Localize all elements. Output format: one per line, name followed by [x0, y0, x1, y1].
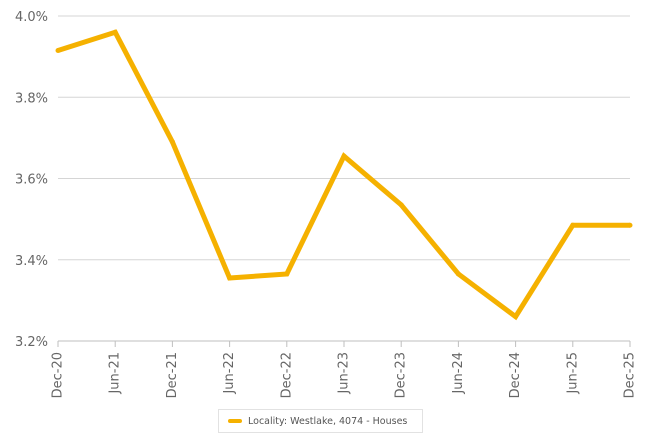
data-point[interactable] [455, 271, 461, 277]
y-tick-label: 3.8% [15, 91, 48, 106]
data-point[interactable] [341, 153, 347, 159]
legend-swatch [228, 419, 242, 423]
x-tick-label: Jun-25 [565, 352, 580, 395]
data-point[interactable] [570, 222, 576, 228]
y-axis-ticks: 4.0% 3.8% 3.6% 3.4% 3.2% [15, 10, 48, 350]
legend[interactable]: Locality: Westlake, 4074 - Houses [218, 409, 423, 433]
data-point[interactable] [284, 271, 290, 277]
x-tick-label: Dec-22 [279, 352, 294, 398]
gridlines [58, 15, 630, 342]
x-tick-label: Dec-21 [165, 352, 180, 398]
data-point[interactable] [112, 29, 118, 35]
x-tick-label: Dec-23 [394, 352, 409, 398]
data-point[interactable] [513, 314, 519, 320]
series-layer [55, 29, 633, 321]
y-tick-label: 3.6% [15, 173, 48, 188]
data-point[interactable] [627, 222, 633, 228]
x-tick-label: Dec-24 [508, 352, 523, 398]
y-tick-label: 4.0% [15, 10, 48, 25]
y-tick-label: 3.2% [15, 335, 48, 350]
data-point[interactable] [169, 139, 175, 145]
data-point[interactable] [398, 202, 404, 208]
y-tick-label: 3.4% [15, 254, 48, 269]
x-tick-label: Jun-24 [451, 352, 466, 395]
legend-label: Locality: Westlake, 4074 - Houses [248, 415, 408, 427]
x-tick-label: Dec-20 [51, 352, 66, 398]
series-line[interactable] [57, 29, 630, 321]
x-axis-ticks: Dec-20 Jun-21 Dec-21 Jun-22 Dec-22 Jun-23 Dec-… [51, 341, 638, 398]
x-tick-label: Jun-23 [337, 352, 352, 395]
data-point[interactable] [55, 48, 61, 54]
x-tick-label: Dec-25 [623, 352, 638, 398]
data-point[interactable] [227, 275, 233, 281]
x-tick-label: Jun-22 [222, 352, 237, 395]
x-tick-label: Jun-21 [108, 352, 123, 395]
